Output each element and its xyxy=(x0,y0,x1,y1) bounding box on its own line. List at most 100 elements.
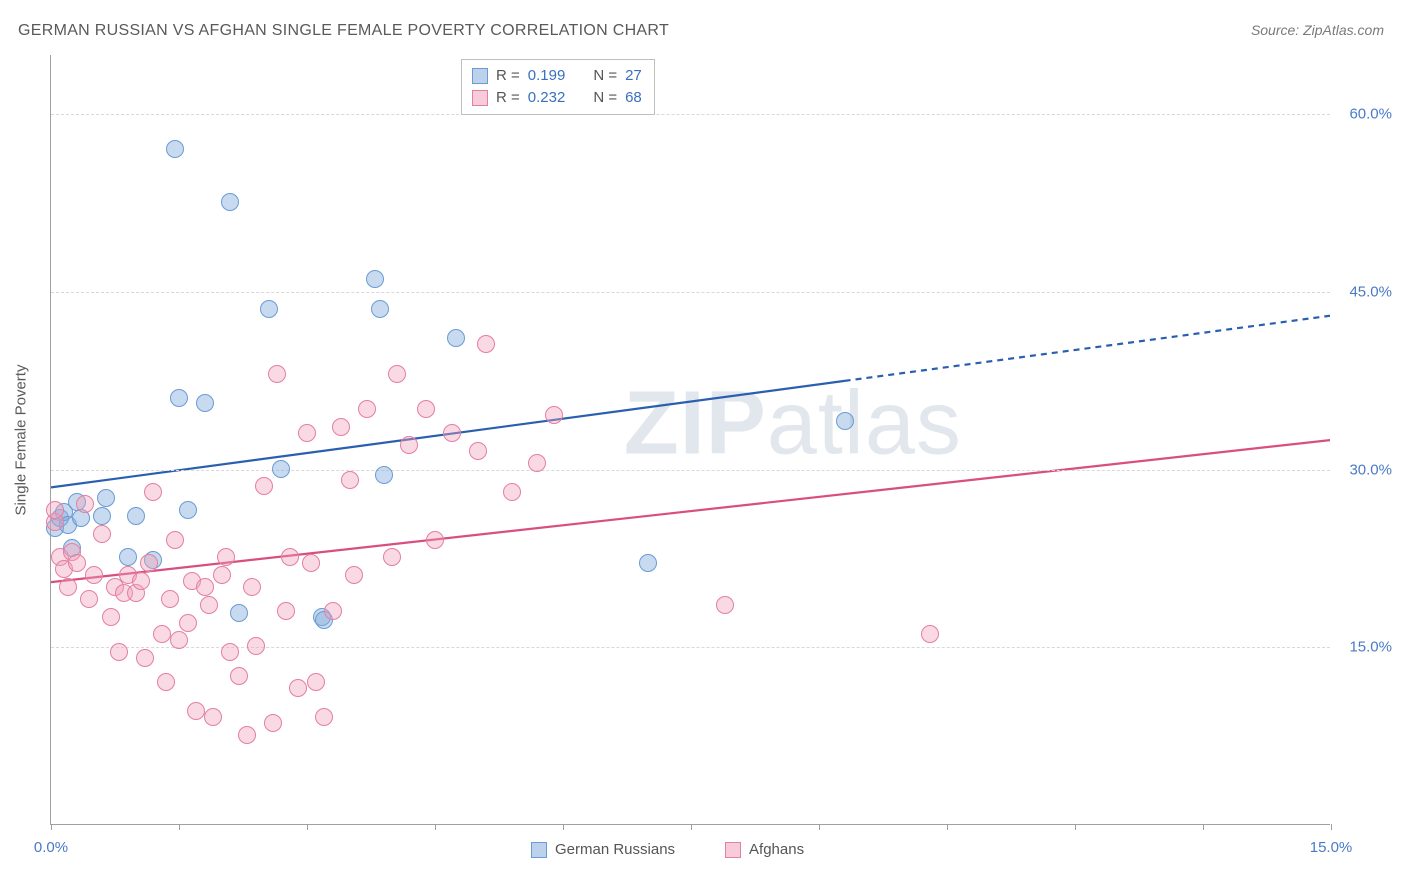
data-point xyxy=(639,554,657,572)
data-point xyxy=(59,578,77,596)
data-point xyxy=(200,596,218,614)
data-point xyxy=(366,270,384,288)
data-point xyxy=(136,649,154,667)
data-point xyxy=(157,673,175,691)
data-point xyxy=(272,460,290,478)
data-point xyxy=(230,667,248,685)
data-point xyxy=(260,300,278,318)
data-point xyxy=(255,477,273,495)
data-point xyxy=(132,572,150,590)
data-point xyxy=(716,596,734,614)
legend-item-afghans: Afghans xyxy=(725,841,804,858)
data-point xyxy=(315,708,333,726)
x-tick xyxy=(819,824,820,830)
data-point xyxy=(85,566,103,584)
data-point xyxy=(97,489,115,507)
gridline xyxy=(51,470,1330,471)
data-point xyxy=(503,483,521,501)
x-tick-label: 15.0% xyxy=(1310,839,1353,856)
data-point xyxy=(921,625,939,643)
x-tick xyxy=(307,824,308,830)
x-tick xyxy=(1075,824,1076,830)
data-point xyxy=(247,637,265,655)
data-point xyxy=(230,604,248,622)
data-point xyxy=(46,501,64,519)
data-point xyxy=(204,708,222,726)
x-tick xyxy=(51,824,52,830)
data-point xyxy=(388,365,406,383)
y-tick-label: 30.0% xyxy=(1349,461,1392,478)
x-tick xyxy=(435,824,436,830)
x-tick xyxy=(179,824,180,830)
data-point xyxy=(302,554,320,572)
data-point xyxy=(161,590,179,608)
x-tick xyxy=(947,824,948,830)
data-point xyxy=(221,643,239,661)
swatch-icon xyxy=(725,842,741,858)
swatch-icon xyxy=(531,842,547,858)
x-tick xyxy=(563,824,564,830)
data-point xyxy=(264,714,282,732)
series-legend: German Russians Afghans xyxy=(531,841,804,858)
data-point xyxy=(119,548,137,566)
gridline xyxy=(51,647,1330,648)
data-point xyxy=(341,471,359,489)
data-point xyxy=(179,614,197,632)
data-point xyxy=(358,400,376,418)
data-point xyxy=(76,495,94,513)
data-point xyxy=(102,608,120,626)
correlation-stats-legend: R = 0.199 N = 27 R = 0.232 N = 68 xyxy=(461,59,655,115)
data-point xyxy=(307,673,325,691)
data-point xyxy=(68,554,86,572)
x-tick xyxy=(691,824,692,830)
y-tick-label: 15.0% xyxy=(1349,639,1392,656)
data-point xyxy=(127,507,145,525)
gridline xyxy=(51,292,1330,293)
data-point xyxy=(110,643,128,661)
data-point xyxy=(170,631,188,649)
data-point xyxy=(140,554,158,572)
y-tick-label: 60.0% xyxy=(1349,106,1392,123)
data-point xyxy=(443,424,461,442)
data-point xyxy=(80,590,98,608)
y-axis-title: Single Female Poverty xyxy=(13,364,30,515)
data-point xyxy=(179,501,197,519)
data-point xyxy=(170,389,188,407)
data-point xyxy=(400,436,418,454)
x-tick-label: 0.0% xyxy=(34,839,68,856)
chart-title: GERMAN RUSSIAN VS AFGHAN SINGLE FEMALE P… xyxy=(18,22,669,40)
trend-lines-layer xyxy=(51,55,1330,824)
gridline xyxy=(51,114,1330,115)
data-point xyxy=(221,193,239,211)
data-point xyxy=(213,566,231,584)
data-point xyxy=(196,578,214,596)
data-point xyxy=(93,525,111,543)
y-tick-label: 45.0% xyxy=(1349,283,1392,300)
data-point xyxy=(217,548,235,566)
data-point xyxy=(332,418,350,436)
trend-line xyxy=(51,440,1330,582)
scatter-plot: Single Female Poverty ZIPatlas 15.0%30.0… xyxy=(50,55,1330,825)
data-point xyxy=(469,442,487,460)
data-point xyxy=(268,365,286,383)
stats-row-german-russians: R = 0.199 N = 27 xyxy=(472,65,642,87)
data-point xyxy=(166,140,184,158)
data-point xyxy=(298,424,316,442)
data-point xyxy=(277,602,295,620)
data-point xyxy=(417,400,435,418)
trend-line-extrapolated xyxy=(845,316,1330,381)
data-point xyxy=(447,329,465,347)
source-citation: Source: ZipAtlas.com xyxy=(1251,22,1384,38)
x-tick xyxy=(1331,824,1332,830)
data-point xyxy=(281,548,299,566)
stats-row-afghans: R = 0.232 N = 68 xyxy=(472,87,642,109)
data-point xyxy=(238,726,256,744)
watermark: ZIPatlas xyxy=(624,373,962,476)
swatch-icon xyxy=(472,90,488,106)
data-point xyxy=(836,412,854,430)
data-point xyxy=(545,406,563,424)
data-point xyxy=(144,483,162,501)
data-point xyxy=(243,578,261,596)
x-tick xyxy=(1203,824,1204,830)
data-point xyxy=(345,566,363,584)
